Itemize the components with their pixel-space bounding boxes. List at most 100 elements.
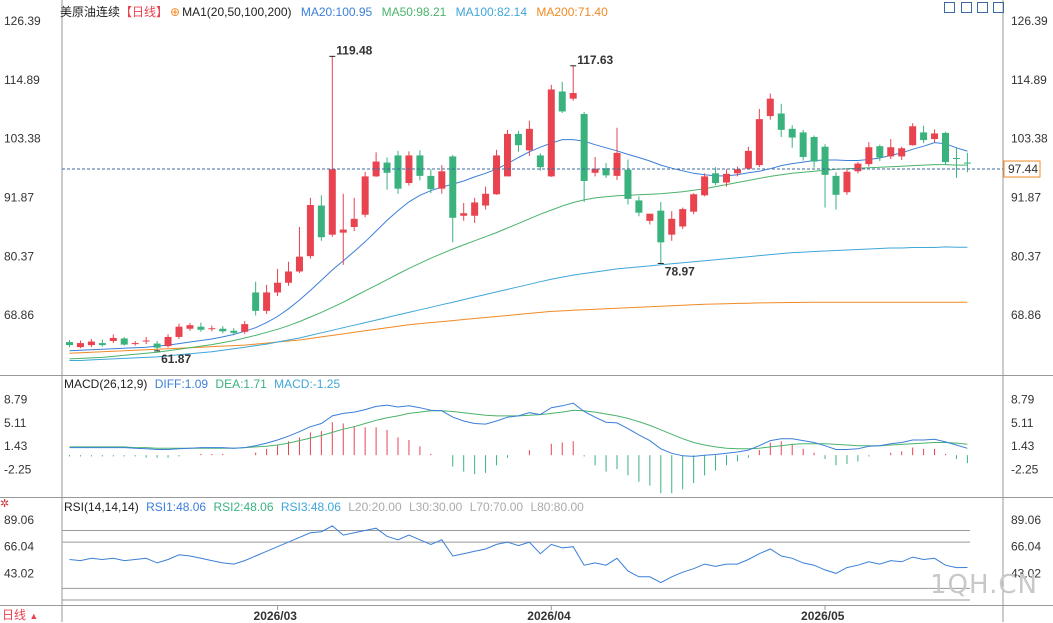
candle-body <box>558 91 566 112</box>
candle-body <box>460 213 468 216</box>
candle-body <box>876 146 884 158</box>
period-label[interactable]: 【日线】 <box>120 5 169 19</box>
candle-body <box>295 256 303 272</box>
macd-y-tick-left: 5.11 <box>4 416 27 430</box>
macd-y-tick-right: 8.79 <box>1011 392 1035 406</box>
settings-gear-icon[interactable]: ✲ <box>0 498 10 510</box>
candle-body <box>723 173 730 183</box>
candle-body <box>361 176 369 215</box>
ma-indicator-label[interactable]: MA1(20,50,100,200) <box>182 5 292 19</box>
candle-body <box>208 328 216 330</box>
rsi-indicator-label[interactable]: RSI(14,14,14) <box>64 500 139 514</box>
candle-body <box>153 343 161 348</box>
candle-body <box>514 133 522 146</box>
rsi-y-tick-left: 89.06 <box>4 513 34 527</box>
candle-body <box>493 155 501 195</box>
candle-body <box>854 163 862 172</box>
ma50-value: MA50:98.21 <box>381 5 447 19</box>
candle-body <box>230 330 238 333</box>
macd-diff-line <box>69 402 968 457</box>
candle-body <box>613 152 621 176</box>
rsi1-value: RSI1:48.06 <box>146 500 207 514</box>
candle-body <box>733 169 741 174</box>
current-price-tag <box>1003 160 1041 178</box>
macd-legend: MACD(26,12,9) DIFF:1.09 DEA:1.71 MACD:-1… <box>64 377 340 391</box>
extreme-label: 78.97 <box>665 264 695 278</box>
candle-body <box>963 162 971 164</box>
candle-body <box>372 161 380 177</box>
candle-body <box>350 218 358 228</box>
candle-body <box>909 126 917 146</box>
main-legend: 美原油连续【日线】 ⊕ MA1(20,50,100,200) MA20:100.95… <box>60 3 608 20</box>
macd-dea-value: DEA:1.71 <box>215 377 267 391</box>
candle-body <box>328 169 336 235</box>
candle-body <box>109 337 117 342</box>
macd-y-tick-right: -2.25 <box>1011 462 1039 476</box>
y-tick-right: 114.89 <box>1011 73 1047 87</box>
candle-body <box>920 132 928 141</box>
candle-body <box>635 200 643 213</box>
candle-body <box>241 324 249 332</box>
candle-body <box>219 328 227 332</box>
x-label: 2026/03 <box>254 609 298 622</box>
watermark-logo: 1QH.CN <box>930 570 1038 600</box>
candle-body <box>66 342 73 346</box>
macd-indicator-label[interactable]: MACD(26,12,9) <box>64 377 148 391</box>
candle-body <box>744 150 752 169</box>
extreme-label: 117.63 <box>577 53 613 67</box>
candle-body <box>624 169 632 199</box>
y-tick-left: 103.38 <box>4 132 41 146</box>
x-label: 2026/05 <box>801 609 845 622</box>
y-tick-left: 91.87 <box>4 191 34 205</box>
move-icon[interactable] <box>944 2 955 13</box>
candle-body <box>810 137 818 162</box>
y-tick-left: 126.39 <box>4 14 41 28</box>
rsi-y-tick-right: 43.02 <box>1011 566 1041 580</box>
rsi-l30: L30:30.00 <box>408 500 463 514</box>
ma20-value: MA20:100.95 <box>300 5 373 19</box>
candle-body <box>142 340 150 342</box>
candle-body <box>580 114 588 181</box>
ma100-line <box>69 246 968 361</box>
ma20-line <box>69 139 968 352</box>
candle-body <box>504 133 511 177</box>
candle-body <box>98 343 106 346</box>
restore-icon[interactable] <box>993 2 1004 13</box>
expand-icon[interactable] <box>961 2 972 13</box>
zoom-icon[interactable] <box>977 2 988 13</box>
candle-body <box>591 168 599 173</box>
y-tick-right: 80.37 <box>1011 249 1041 263</box>
candle-body <box>547 89 555 177</box>
candle-body <box>186 325 194 329</box>
macd-y-tick-right: 5.11 <box>1011 416 1034 430</box>
period-tab[interactable]: 日线 ▲ <box>2 608 39 622</box>
candle-body <box>339 229 347 233</box>
y-tick-left: 114.89 <box>4 73 40 87</box>
candle-body <box>317 205 325 238</box>
rsi-l70: L70:70.00 <box>469 500 524 514</box>
ma200-line <box>69 301 968 354</box>
candle-body <box>887 147 895 157</box>
candle-body <box>712 173 720 184</box>
candle-body <box>679 209 687 227</box>
symbol-name[interactable]: 美原油连续 <box>60 5 121 19</box>
y-tick-right: 126.39 <box>1011 14 1048 28</box>
macd-y-tick-left: -2.25 <box>4 462 32 476</box>
add-indicator-icon[interactable]: ⊕ <box>170 5 181 19</box>
candle-body <box>701 176 709 196</box>
rsi-l20: L20:20.00 <box>348 500 402 514</box>
candle-body <box>471 202 479 216</box>
macd-y-tick-right: 1.43 <box>1011 439 1035 453</box>
y-tick-right: 91.87 <box>1011 191 1041 205</box>
candle-body <box>175 326 183 337</box>
rsi3-value: RSI3:48.06 <box>280 500 341 514</box>
macd-y-tick-left: 8.79 <box>4 392 28 406</box>
ma50-line <box>69 164 968 360</box>
candle-body <box>832 175 840 195</box>
candle-body <box>87 341 95 346</box>
candle-body <box>657 210 665 243</box>
rsi-y-tick-right: 66.04 <box>1011 540 1041 554</box>
macd-hist-value: MACD:-1.25 <box>274 377 341 391</box>
rsi-legend: RSI(14,14,14) RSI1:48.06 RSI2:48.06 RSI3… <box>64 500 584 514</box>
